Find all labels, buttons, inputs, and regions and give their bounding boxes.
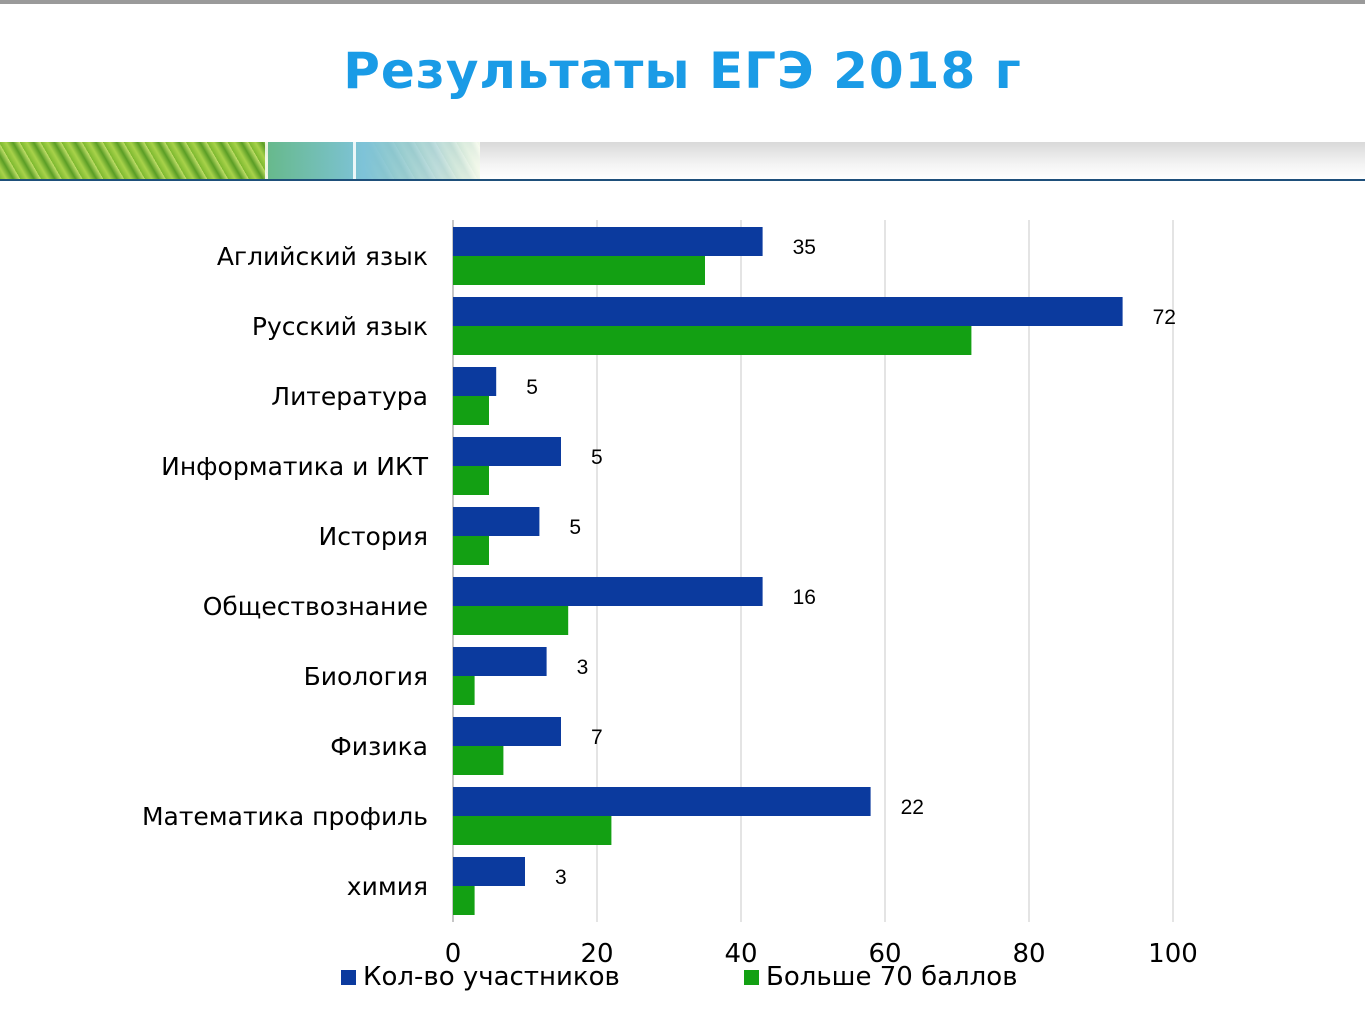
x-tick-label-100: 100 xyxy=(1148,939,1198,969)
data-label-8: 22 xyxy=(901,796,924,819)
bar-series1-0 xyxy=(453,256,705,285)
header-decoration xyxy=(0,142,480,180)
data-label-5: 16 xyxy=(793,586,816,609)
category-label-3: Информатика и ИКТ xyxy=(161,452,429,481)
category-label-5: Обществознание xyxy=(203,592,428,621)
category-label-7: Физика xyxy=(330,732,428,761)
bar-series0-7 xyxy=(453,717,561,746)
data-label-0: 35 xyxy=(793,236,816,259)
bar-series1-9 xyxy=(453,886,475,915)
category-label-9: химия xyxy=(347,872,428,901)
x-tick-label-20: 20 xyxy=(580,939,613,969)
legend-item-participants: Кол-во участников xyxy=(341,962,620,992)
x-tick-label-0: 0 xyxy=(445,939,462,969)
bar-series0-1 xyxy=(453,297,1123,326)
page-title: Результаты ЕГЭ 2018 г xyxy=(343,42,1022,100)
category-label-6: Биология xyxy=(304,662,428,691)
bar-series0-4 xyxy=(453,507,540,536)
data-label-9: 3 xyxy=(555,866,567,889)
data-label-4: 5 xyxy=(569,516,581,539)
bar-series0-6 xyxy=(453,647,547,676)
bar-series0-5 xyxy=(453,577,763,606)
category-label-0: Аглийский язык xyxy=(217,242,428,271)
legend-label-participants: Кол-во участников xyxy=(363,962,620,992)
legend-swatch-participants xyxy=(341,969,356,985)
bar-series1-8 xyxy=(453,816,612,845)
bar-series0-3 xyxy=(453,437,561,466)
bar-series0-9 xyxy=(453,857,525,886)
bar-series1-1 xyxy=(453,326,972,355)
bar-series1-6 xyxy=(453,676,475,705)
category-label-1: Русский язык xyxy=(252,312,428,341)
top-border xyxy=(0,0,1365,4)
bar-series1-4 xyxy=(453,536,489,565)
data-label-1: 72 xyxy=(1153,306,1176,329)
bar-series0-8 xyxy=(453,787,871,816)
legend-label-above-70: Больше 70 баллов xyxy=(766,962,1018,992)
header-divider xyxy=(0,179,1365,181)
bar-series1-3 xyxy=(453,466,489,495)
bar-series1-7 xyxy=(453,746,504,775)
bar-series1-5 xyxy=(453,606,569,635)
bar-series1-2 xyxy=(453,396,489,425)
data-label-2: 5 xyxy=(526,376,538,399)
category-label-8: Математика профиль xyxy=(142,802,428,831)
chart-legend: Кол-во участников Больше 70 баллов xyxy=(0,962,1365,998)
x-tick-label-40: 40 xyxy=(724,939,757,969)
legend-item-above-70: Больше 70 баллов xyxy=(744,962,1018,992)
bar-series0-2 xyxy=(453,367,497,396)
category-label-2: Литература xyxy=(271,382,428,411)
category-label-4: История xyxy=(319,522,428,551)
data-label-6: 3 xyxy=(577,656,589,679)
x-tick-label-80: 80 xyxy=(1012,939,1045,969)
data-label-3: 5 xyxy=(591,446,603,469)
legend-swatch-above-70 xyxy=(744,969,759,985)
bar-series0-0 xyxy=(453,227,763,256)
data-label-7: 7 xyxy=(591,726,603,749)
x-tick-label-60: 60 xyxy=(868,939,901,969)
